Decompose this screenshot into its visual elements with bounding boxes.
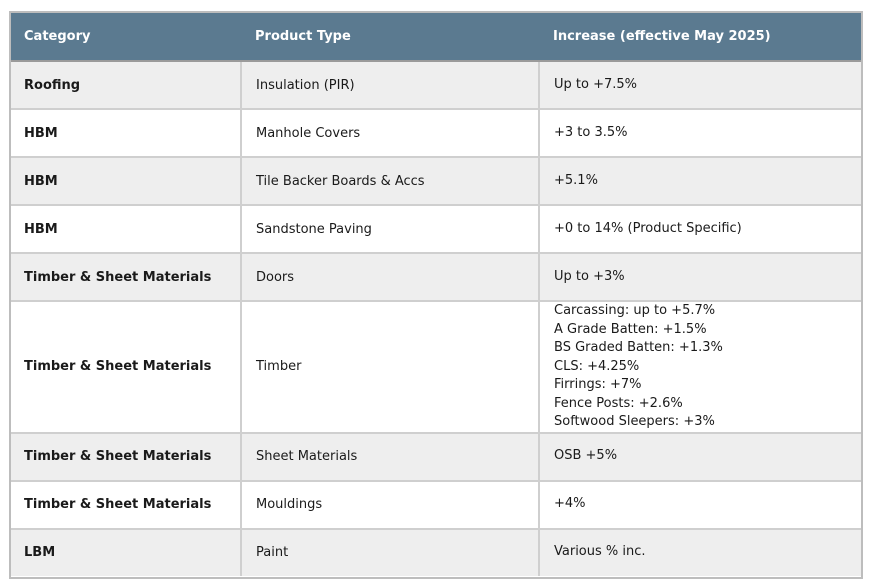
cell-category: HBM xyxy=(11,204,241,253)
increase-line: +5.1% xyxy=(554,172,598,188)
increase-line: +3 to 3.5% xyxy=(554,124,628,140)
increase-line: A Grade Batten: +1.5% xyxy=(554,321,707,337)
increase-line: Various % inc. xyxy=(554,544,646,560)
cell-category: Timber & Sheet Materials xyxy=(11,300,241,433)
increase-line: BS Graded Batten: +1.3% xyxy=(554,340,723,355)
cell-category: Timber & Sheet Materials xyxy=(11,479,241,529)
cell-increase: Various % inc. xyxy=(538,527,861,576)
cell-increase: Carcassing: up to +5.7% A Grade Batten: +… xyxy=(538,300,861,433)
cell-increase: OSB +5% xyxy=(538,431,861,481)
cell-product-type: Timber xyxy=(240,300,539,433)
increase-line: +4% xyxy=(554,496,586,512)
table-row: Timber & Sheet Materials Doors Up to +3% xyxy=(11,252,861,301)
price-increase-table: Category Product Type Increase (effectiv… xyxy=(11,13,861,576)
increase-line: Fence Posts: +2.6% xyxy=(554,395,683,411)
cell-category: LBM xyxy=(11,527,241,576)
cell-category: Roofing xyxy=(11,60,241,109)
table-row: Timber & Sheet Materials Timber Carcassing… xyxy=(11,300,861,433)
header-product-type: Product Type xyxy=(241,13,539,62)
header-category: Category xyxy=(11,13,241,62)
cell-product-type: Sandstone Paving xyxy=(240,204,539,253)
table-row: Roofing Insulation (PIR) Up to +7.5% xyxy=(11,60,861,109)
cell-increase: +4% xyxy=(538,479,861,529)
table-row: HBM Sandstone Paving +0 to 14% (Product Sp… xyxy=(11,204,861,253)
cell-increase: +0 to 14% (Product Specific) xyxy=(538,204,861,253)
increase-line: Carcassing: up to +5.7% xyxy=(554,303,716,318)
increase-line: Softwood Sleepers: +3% xyxy=(554,414,715,429)
cell-product-type: Insulation (PIR) xyxy=(240,60,539,109)
cell-category: Timber & Sheet Materials xyxy=(11,431,241,481)
table-row: HBM Manhole Covers +3 to 3.5% xyxy=(11,108,861,157)
increase-line: CLS: +4.25% xyxy=(554,358,640,374)
increase-line: Up to +3% xyxy=(554,268,625,284)
cell-increase: +5.1% xyxy=(538,156,861,205)
cell-category: HBM xyxy=(11,156,241,205)
cell-increase: Up to +7.5% xyxy=(538,60,861,109)
increase-line: Firrings: +7% xyxy=(554,377,642,392)
table-row: LBM Paint Various % inc. xyxy=(11,527,861,576)
cell-product-type: Paint xyxy=(240,527,539,576)
table-header-row: Category Product Type Increase (effectiv… xyxy=(11,13,861,62)
increase-line: OSB +5% xyxy=(554,448,618,464)
cell-category: HBM xyxy=(11,108,241,157)
table-row: Timber & Sheet Materials Mouldings +4% xyxy=(11,479,861,529)
cell-product-type: Tile Backer Boards & Accs xyxy=(240,156,539,205)
table-row: Timber & Sheet Materials Sheet Materials O… xyxy=(11,431,861,481)
table-row: HBM Tile Backer Boards & Accs +5.1% xyxy=(11,156,861,205)
increase-line: Up to +7.5% xyxy=(554,76,638,92)
cell-product-type: Sheet Materials xyxy=(240,431,539,481)
cell-product-type: Doors xyxy=(240,252,539,301)
price-increase-table-frame: Category Product Type Increase (effectiv… xyxy=(9,11,863,579)
cell-product-type: Mouldings xyxy=(240,479,539,529)
increase-line: +0 to 14% (Product Specific) xyxy=(554,220,742,236)
header-increase: Increase (effective May 2025) xyxy=(539,13,861,62)
cell-product-type: Manhole Covers xyxy=(240,108,539,157)
cell-increase: Up to +3% xyxy=(538,252,861,301)
cell-increase: +3 to 3.5% xyxy=(538,108,861,157)
cell-category: Timber & Sheet Materials xyxy=(11,252,241,301)
